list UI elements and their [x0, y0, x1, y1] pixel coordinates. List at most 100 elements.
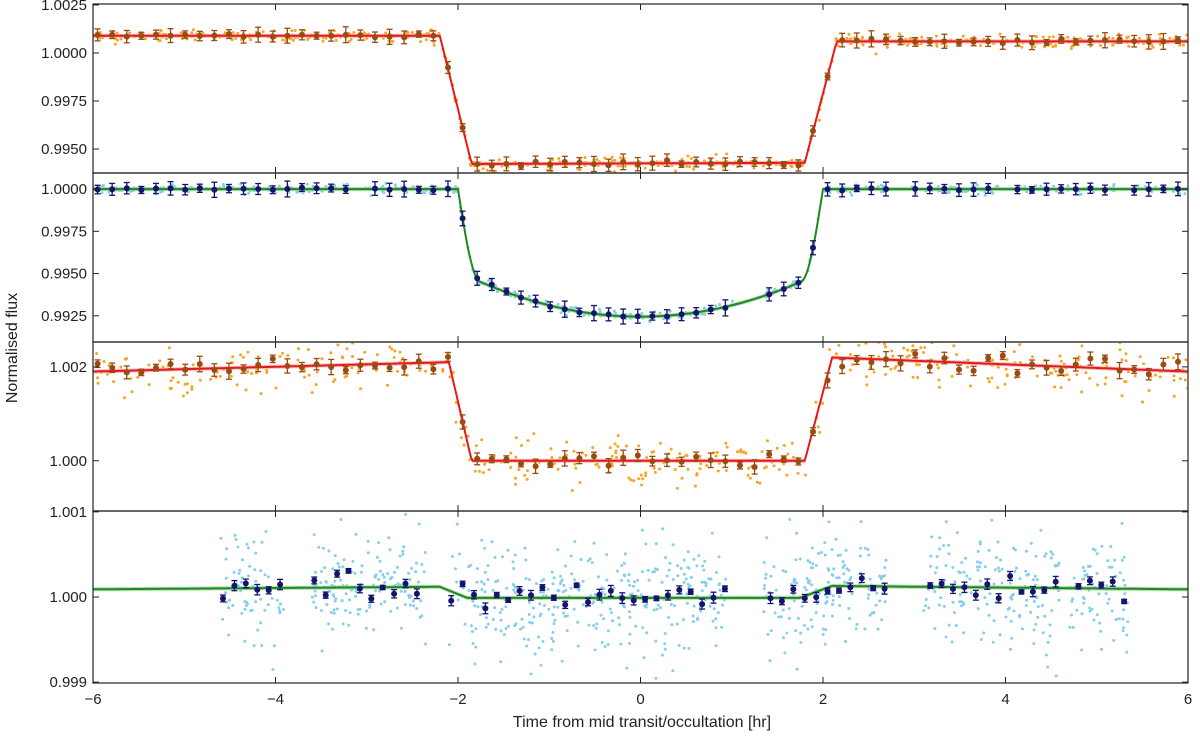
data-point [478, 469, 481, 473]
data-point [698, 467, 702, 471]
binned-point [634, 452, 641, 459]
data-point [540, 579, 544, 583]
binned-point [810, 244, 816, 251]
data-point [475, 580, 479, 584]
data-point [1099, 647, 1103, 651]
data-point [651, 570, 655, 574]
data-point [1000, 567, 1004, 571]
data-point [356, 608, 360, 612]
data-point [281, 38, 285, 42]
data-point [403, 589, 407, 593]
binned-point [357, 32, 364, 39]
data-point [259, 392, 263, 396]
binned-point [242, 580, 249, 587]
data-point [880, 618, 884, 622]
data-point [409, 594, 413, 598]
data-point [787, 607, 791, 610]
data-point [933, 571, 937, 575]
binned-point [328, 364, 335, 370]
unbinned-points [93, 182, 1187, 324]
data-point [333, 599, 337, 603]
data-point [976, 568, 980, 572]
data-point [209, 377, 213, 381]
data-point [827, 580, 830, 584]
data-point [519, 627, 522, 631]
binned-point [1058, 368, 1065, 374]
data-point [627, 610, 631, 614]
data-point [253, 568, 257, 572]
data-point [1127, 44, 1131, 48]
data-point [572, 607, 576, 611]
binned-point [1087, 185, 1094, 192]
data-point [721, 603, 724, 607]
data-point [831, 573, 835, 577]
binned-point [868, 35, 875, 42]
data-point [551, 630, 555, 634]
binned-point [790, 586, 797, 593]
data-point [772, 464, 776, 468]
data-point [976, 550, 980, 553]
binned-point [518, 294, 524, 301]
data-point [267, 575, 270, 579]
data-point [773, 611, 777, 615]
binned-point [265, 587, 272, 594]
data-point [272, 644, 276, 648]
data-point [938, 536, 942, 540]
data-point [685, 164, 689, 168]
data-point [509, 451, 513, 455]
data-point [992, 582, 996, 586]
binned-point [795, 162, 802, 169]
data-point [979, 44, 983, 48]
data-point [569, 554, 573, 558]
data-point [828, 191, 832, 195]
data-point [581, 579, 585, 583]
data-point [1054, 674, 1058, 678]
data-point [238, 568, 242, 572]
data-point [550, 456, 554, 459]
data-point [275, 598, 279, 602]
data-point [1036, 605, 1040, 609]
data-point [619, 642, 623, 646]
data-point [809, 618, 813, 622]
binned-point [547, 303, 554, 310]
data-point [115, 38, 119, 42]
binned-point [401, 364, 408, 371]
data-point [603, 645, 607, 648]
data-point [1027, 572, 1031, 576]
data-point [526, 469, 529, 473]
data-point [1048, 623, 1052, 627]
binned-point [356, 585, 363, 592]
binned-point [445, 353, 451, 360]
binned-point [836, 587, 842, 594]
data-point [965, 574, 969, 578]
data-point [1075, 608, 1079, 612]
data-point [806, 627, 810, 631]
data-point [530, 621, 534, 625]
data-point [533, 652, 537, 656]
binned-point [853, 356, 860, 363]
binned-point [1075, 583, 1082, 590]
data-point [336, 343, 340, 347]
data-point [938, 547, 942, 551]
data-point [528, 620, 532, 624]
data-point [1010, 636, 1014, 640]
binned-point [619, 595, 626, 602]
data-point [537, 646, 541, 650]
data-point [1104, 592, 1108, 595]
data-point [1043, 555, 1047, 558]
binned-point [653, 595, 660, 602]
data-point [344, 609, 348, 612]
data-point [837, 576, 841, 580]
binned-point [284, 363, 291, 369]
data-point [559, 311, 563, 315]
data-point [481, 167, 485, 171]
data-point [312, 600, 316, 604]
data-point [239, 353, 243, 357]
y-axis-title: Normalised flux [4, 293, 21, 403]
data-point [223, 31, 227, 35]
data-point [798, 557, 802, 561]
data-point [654, 676, 658, 680]
data-point [1151, 45, 1155, 49]
data-point [556, 548, 560, 552]
data-point [350, 366, 354, 370]
